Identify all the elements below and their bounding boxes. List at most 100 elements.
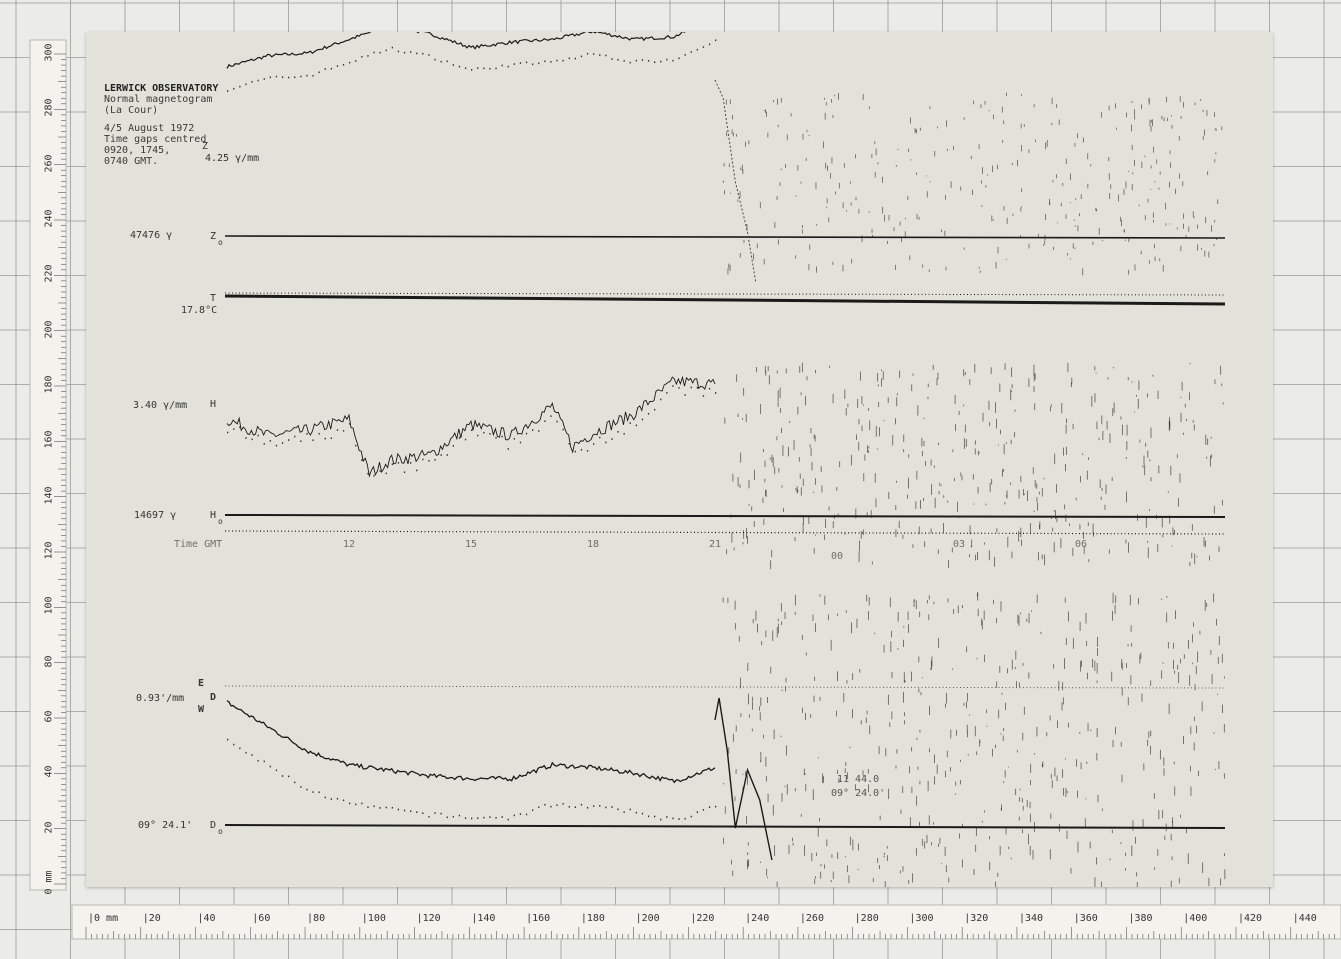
time-gaps-note: Time gaps centred xyxy=(104,134,207,145)
d-dotted-line xyxy=(224,685,1226,689)
bottom-ruler-label: |160 xyxy=(526,913,551,924)
annotation-upper: 11 44.0 xyxy=(837,774,880,785)
left-ruler-ticks xyxy=(54,53,66,885)
bottom-ruler-label: |400 xyxy=(1183,913,1208,924)
magnetogram-plot xyxy=(224,32,1226,887)
left-ruler-label: 260 xyxy=(43,154,55,173)
left-ruler-label: 280 xyxy=(43,98,55,117)
series-h xyxy=(226,375,717,478)
left-ruler-label: 60 xyxy=(43,710,55,723)
left-ruler-label: 220 xyxy=(43,264,55,283)
h-dotted-trace xyxy=(227,385,717,477)
bottom-ruler-label: |180 xyxy=(580,913,605,924)
bottom-ruler-label: |320 xyxy=(964,913,989,924)
bottom-ruler-label: |0 mm xyxy=(88,913,119,924)
h0-baseline xyxy=(224,514,1226,518)
t-dotted-line xyxy=(224,292,1226,296)
time-tick-label: 12 xyxy=(343,539,356,550)
date-label: 4/5 August 1972 xyxy=(104,123,195,134)
d-trace-line xyxy=(226,700,716,784)
z-storm-drop xyxy=(714,79,757,283)
bottom-ruler-label: |380 xyxy=(1128,913,1153,924)
d-scale-label: 0.93'/mm xyxy=(136,693,185,704)
d0-code-label: D xyxy=(210,820,217,831)
bottom-ruler-strip xyxy=(71,904,1341,940)
time-tick-label: 15 xyxy=(465,539,478,550)
bottom-ruler-label: |120 xyxy=(416,913,441,924)
chart-title: Normal magnetogram xyxy=(104,94,213,105)
d-dotted-trace xyxy=(227,738,717,821)
bottom-ruler-label: |260 xyxy=(799,913,824,924)
time-axis-line xyxy=(224,530,1226,535)
bottom-ruler-label: |100 xyxy=(361,913,386,924)
z0-value-label: 47476 γ xyxy=(130,230,173,241)
d0-sub-label: o xyxy=(218,827,223,836)
t-code-label: T xyxy=(210,293,217,304)
series-z xyxy=(226,32,717,92)
z-code-label: Z xyxy=(202,141,209,152)
time-gaps-zone: 0740 GMT. xyxy=(104,156,159,167)
z0-baseline xyxy=(224,235,1226,239)
bottom-ruler-label: |300 xyxy=(909,913,934,924)
z-dotted-trace xyxy=(227,39,717,92)
bottom-ruler-label: |440 xyxy=(1292,913,1317,924)
left-ruler-label: 160 xyxy=(43,430,55,449)
observatory-title: LERWICK OBSERVATORY xyxy=(104,83,219,94)
t-trace xyxy=(224,294,1226,306)
bottom-ruler-label: |40 xyxy=(197,913,216,924)
d-west-label: W xyxy=(198,704,205,715)
left-ruler-label: 20 xyxy=(43,821,55,834)
bottom-ruler-label: |20 xyxy=(142,913,161,924)
h0-value-label: 14697 γ xyxy=(134,510,177,521)
annotation-lower: 09° 24.0' xyxy=(831,788,886,799)
time-tick-label: 18 xyxy=(587,539,600,550)
bottom-ruler-label: |60 xyxy=(252,913,271,924)
time-axis-label: Time GMT xyxy=(174,539,223,550)
left-ruler-label: 100 xyxy=(43,596,55,615)
h0-sub-label: o xyxy=(218,517,223,526)
bottom-ruler-label: |420 xyxy=(1238,913,1263,924)
t-value-label: 17.8°C xyxy=(181,305,218,316)
bottom-ruler-label: |200 xyxy=(635,913,660,924)
bottom-ruler-label: |140 xyxy=(471,913,496,924)
left-ruler-label: 120 xyxy=(43,541,55,560)
bottom-ruler-label: |360 xyxy=(1073,913,1098,924)
h-code-label: H xyxy=(210,399,217,410)
left-ruler-label: 140 xyxy=(43,486,55,505)
h0-code-label: H xyxy=(210,510,217,521)
bottom-ruler-label: |220 xyxy=(690,913,715,924)
left-ruler-label: 80 xyxy=(43,655,55,668)
z-scale-label: 4.25 γ/mm xyxy=(205,153,260,164)
z0-code-label: Z xyxy=(210,231,217,242)
z-trace-line xyxy=(226,32,686,69)
h-trace-line xyxy=(226,375,716,478)
left-ruler-label: 240 xyxy=(43,209,55,228)
d-storm-oscillation xyxy=(714,697,773,861)
baselines xyxy=(224,235,1226,829)
d-code-label: D xyxy=(210,692,217,703)
bottom-ruler-label: |80 xyxy=(307,913,326,924)
d-east-label: E xyxy=(198,678,205,689)
bottom-ruler-label: |280 xyxy=(854,913,879,924)
left-ruler-label: 40 xyxy=(43,765,55,778)
bottom-ruler-label: |240 xyxy=(745,913,770,924)
bottom-ruler-ticks xyxy=(85,927,1335,939)
time-gaps-values: 0920, 1745, xyxy=(104,145,171,156)
left-ruler-label: 300 xyxy=(43,43,55,62)
left-ruler-label: 180 xyxy=(43,375,55,394)
bottom-ruler-label: |340 xyxy=(1018,913,1044,924)
z0-sub-label: o xyxy=(218,238,223,247)
d0-value-label: 09° 24.1' xyxy=(138,820,193,831)
left-ruler-label: 0 mm xyxy=(43,870,55,895)
h-scale-label: 3.40 γ/mm xyxy=(133,400,188,411)
instrument-label: (La Cour) xyxy=(104,105,159,116)
series-d xyxy=(226,700,717,821)
time-tick-label: 21 xyxy=(709,539,722,550)
time-tick-label: 06 xyxy=(1075,539,1088,550)
d0-baseline xyxy=(224,824,1226,829)
time-tick-label: 03 xyxy=(953,539,966,550)
time-tick-label: 00 xyxy=(831,551,844,562)
storm-scatter xyxy=(714,79,1226,887)
magnetogram-sheet xyxy=(86,32,1273,887)
left-ruler-label: 200 xyxy=(43,320,55,339)
